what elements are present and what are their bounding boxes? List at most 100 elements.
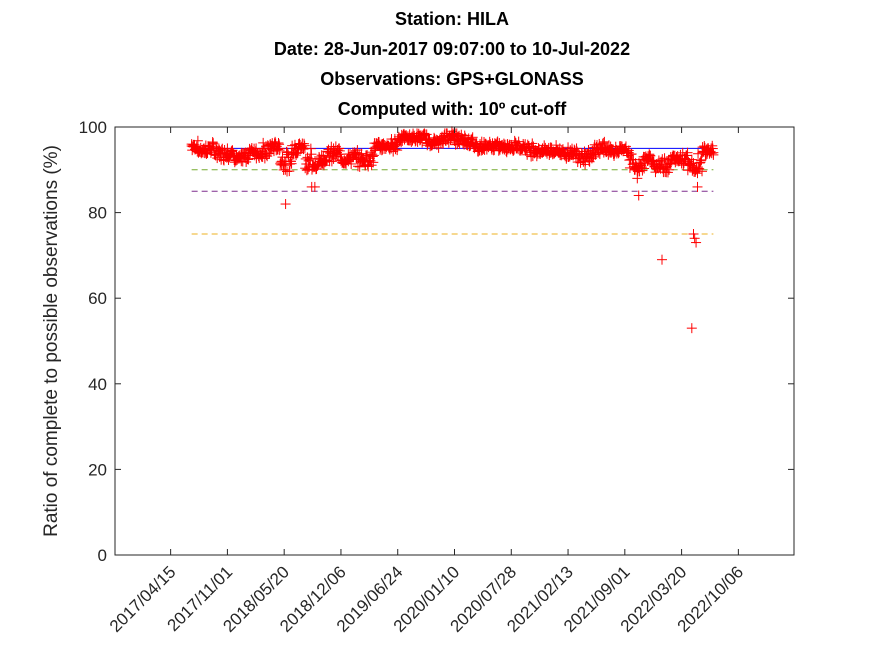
data-point-20 [321, 156, 332, 167]
y-tick-label: 20 [88, 460, 107, 479]
data-point-53 [588, 147, 599, 158]
data-point-fill [704, 148, 715, 159]
data-point-25 [360, 160, 371, 171]
data-point-63 [657, 254, 668, 265]
data-point-65 [673, 156, 684, 167]
data-point-24 [352, 147, 363, 158]
data-point-28 [386, 143, 397, 154]
data-point-11 [265, 139, 276, 150]
data-point-fill [367, 151, 378, 162]
data-point-fill [659, 153, 670, 164]
data-point-58 [629, 164, 640, 175]
data-point-35 [438, 134, 449, 145]
data-point-fill [695, 157, 706, 168]
y-axis-label: Ratio of complete to possible observatio… [41, 145, 62, 537]
data-point-68 [688, 229, 699, 239]
data-point-51 [571, 143, 582, 154]
data-point-47 [537, 143, 548, 154]
data-point-fill [305, 153, 316, 164]
y-tick-label: 80 [88, 204, 107, 223]
data-point-72 [697, 147, 708, 158]
y-tick-label: 60 [88, 289, 107, 308]
data-point-fill [419, 128, 430, 139]
data-point-30 [400, 130, 411, 141]
data-point-fill [280, 164, 291, 175]
data-point-fill [467, 133, 478, 144]
data-point-fill [356, 148, 367, 159]
data-point-fill [639, 163, 650, 174]
data-point-37 [452, 139, 463, 150]
data-point-31 [407, 134, 418, 145]
data-point-74 [708, 147, 719, 158]
data-point-46 [528, 147, 539, 158]
data-point-19 [314, 151, 325, 162]
data-point-0 [186, 139, 197, 150]
data-point-fill [693, 148, 704, 159]
data-point-15 [293, 139, 304, 150]
data-point-33 [421, 134, 432, 145]
data-point-54 [597, 139, 608, 150]
data-point-fill [354, 149, 365, 160]
data-point-fill [274, 139, 285, 150]
data-point-13 [280, 199, 291, 210]
data-point-39 [467, 139, 478, 150]
data-point-fill [706, 148, 717, 159]
data-point-fill [696, 154, 707, 165]
data-point-70 [691, 237, 702, 248]
data-point-27 [377, 139, 388, 150]
data-point-66 [682, 147, 693, 158]
data-point-36 [446, 126, 457, 137]
data-point-1 [192, 143, 203, 154]
data-point-38 [459, 130, 470, 141]
data-point-fill [697, 166, 708, 177]
data-point-4 [214, 151, 225, 162]
data-point-16 [299, 143, 310, 154]
data-point-fill [286, 158, 297, 169]
data-point-fill [319, 154, 330, 165]
data-point-73 [702, 143, 713, 154]
data-point-71 [692, 181, 703, 192]
data-point-2 [200, 147, 211, 158]
data-point-3 [207, 139, 218, 150]
data-point-fill [645, 150, 656, 161]
title-line-station: Station: HILA [395, 9, 509, 29]
data-point-6 [229, 151, 240, 162]
data-point-12 [274, 143, 285, 154]
data-point-fill [291, 150, 302, 161]
data-point-fill [285, 156, 296, 167]
data-point-5 [222, 143, 233, 154]
data-point-fill [657, 154, 668, 165]
plot-background [115, 127, 794, 555]
data-point-41 [485, 139, 496, 150]
chart-title: Station: HILA Date: 28-Jun-2017 09:07:00… [274, 9, 630, 119]
data-point-fill [272, 144, 283, 155]
data-point-fill [664, 164, 675, 175]
data-point-fill [513, 136, 524, 147]
data-point-45 [520, 139, 531, 150]
data-point-64 [665, 151, 676, 162]
data-point-fill [695, 155, 706, 166]
data-point-21 [328, 143, 339, 154]
data-point-fill [303, 155, 314, 166]
data-point-49 [554, 143, 565, 154]
data-point-fill [320, 157, 331, 168]
data-point-26 [368, 143, 379, 154]
data-point-48 [546, 147, 557, 158]
data-point-62 [648, 156, 659, 167]
data-point-fill [707, 140, 718, 151]
title-line-date: Date: 28-Jun-2017 09:07:00 to 10-Jul-202… [274, 39, 630, 59]
data-point-56 [614, 143, 625, 154]
data-point-fill [306, 149, 317, 160]
title-line-cutoff: Computed with: 10º cut-off [338, 99, 568, 119]
y-tick-label: 100 [79, 118, 107, 137]
data-point-fill [637, 165, 648, 176]
data-point-fill [281, 146, 292, 157]
data-point-fill [390, 144, 401, 155]
data-point-7 [236, 156, 247, 167]
data-point-44 [511, 143, 522, 154]
data-point-fill [692, 168, 703, 179]
data-point-22 [335, 151, 346, 162]
data-point-61 [639, 151, 650, 162]
data-point-29 [392, 134, 403, 145]
